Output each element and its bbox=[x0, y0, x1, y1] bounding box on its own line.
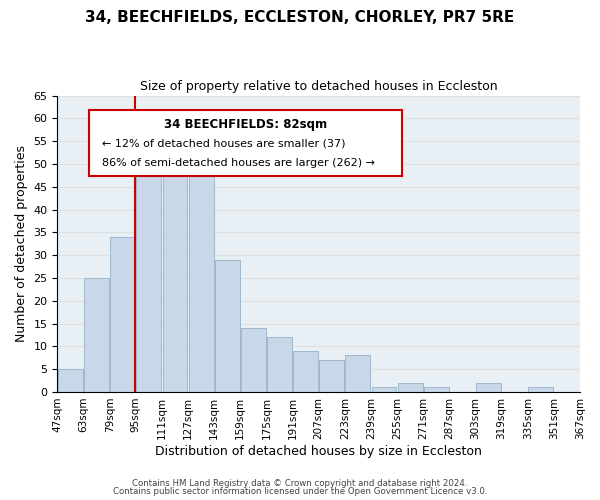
Bar bbox=[241, 328, 266, 392]
Bar bbox=[319, 360, 344, 392]
Text: ← 12% of detached houses are smaller (37): ← 12% of detached houses are smaller (37… bbox=[102, 138, 346, 148]
Bar bbox=[163, 173, 187, 392]
Text: 34 BEECHFIELDS: 82sqm: 34 BEECHFIELDS: 82sqm bbox=[164, 118, 327, 131]
Bar bbox=[58, 369, 83, 392]
Text: Contains public sector information licensed under the Open Government Licence v3: Contains public sector information licen… bbox=[113, 487, 487, 496]
Y-axis label: Number of detached properties: Number of detached properties bbox=[15, 146, 28, 342]
Bar bbox=[136, 160, 161, 392]
Bar bbox=[189, 150, 214, 392]
Bar bbox=[293, 351, 318, 392]
Bar bbox=[215, 260, 239, 392]
Text: 86% of semi-detached houses are larger (262) →: 86% of semi-detached houses are larger (… bbox=[102, 158, 375, 168]
Bar bbox=[424, 388, 449, 392]
Bar bbox=[110, 237, 135, 392]
Text: 34, BEECHFIELDS, ECCLESTON, CHORLEY, PR7 5RE: 34, BEECHFIELDS, ECCLESTON, CHORLEY, PR7… bbox=[85, 10, 515, 25]
Bar bbox=[476, 383, 501, 392]
Text: Contains HM Land Registry data © Crown copyright and database right 2024.: Contains HM Land Registry data © Crown c… bbox=[132, 478, 468, 488]
Bar bbox=[84, 278, 109, 392]
Bar bbox=[346, 356, 370, 392]
FancyBboxPatch shape bbox=[89, 110, 403, 176]
Bar bbox=[371, 388, 397, 392]
Title: Size of property relative to detached houses in Eccleston: Size of property relative to detached ho… bbox=[140, 80, 497, 93]
X-axis label: Distribution of detached houses by size in Eccleston: Distribution of detached houses by size … bbox=[155, 444, 482, 458]
Bar bbox=[529, 388, 553, 392]
Bar bbox=[398, 383, 422, 392]
Bar bbox=[267, 337, 292, 392]
